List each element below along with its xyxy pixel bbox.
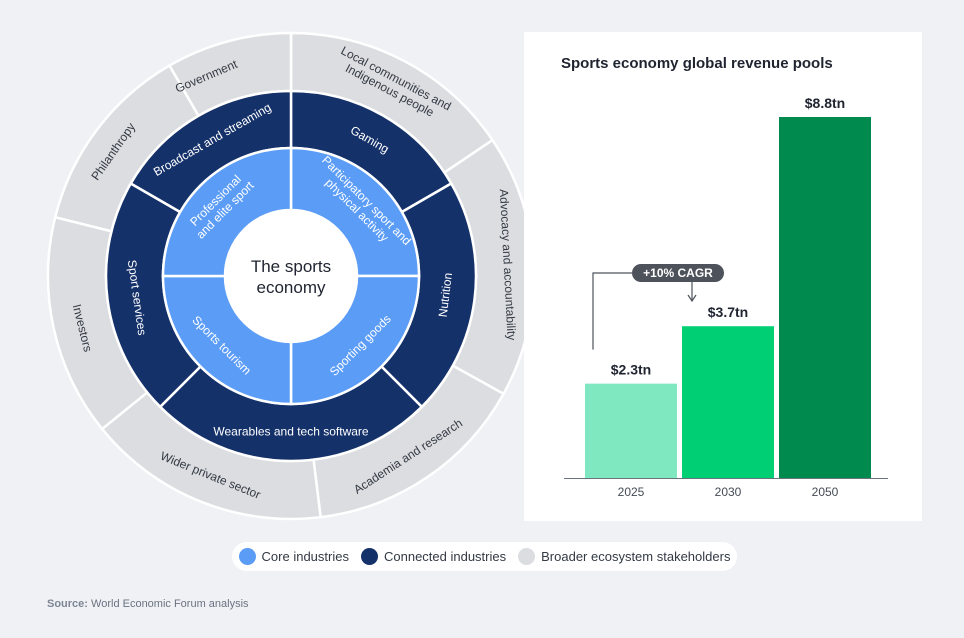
legend-swatch-connected xyxy=(360,548,378,565)
tick-label-2030: 2030 xyxy=(715,485,742,499)
core-segment-2 xyxy=(161,274,293,406)
cagr-badge xyxy=(632,264,724,282)
core-segment-0 xyxy=(289,146,421,278)
legend-item-broader: Broader ecosystem stakeholders xyxy=(518,548,730,565)
chart-title: Sports economy global revenue pools xyxy=(561,55,833,72)
data-label-2030: $3.7tn xyxy=(708,304,748,320)
bar-2050 xyxy=(779,117,871,478)
data-label-2050: $8.8tn xyxy=(805,95,845,111)
source-text: World Economic Forum analysis xyxy=(91,598,249,610)
legend-label-broader: Broader ecosystem stakeholders xyxy=(541,549,731,564)
cagr-arrow-icon xyxy=(687,294,697,303)
cagr-line-left xyxy=(592,272,632,350)
core-segment-3 xyxy=(161,146,293,278)
data-label-2025: $2.3tn xyxy=(611,362,651,378)
wheel-center xyxy=(226,211,356,341)
connected-label-1: Nutrition xyxy=(436,272,455,318)
legend-item-core: Core industries xyxy=(238,548,349,565)
core-segment-1 xyxy=(289,274,421,406)
legend-label-connected: Connected industries xyxy=(383,549,507,564)
tick-label-2025: 2025 xyxy=(618,485,645,499)
revenue-chart-panel: Sports economy global revenue pools $2.3t… xyxy=(524,32,922,521)
legend-item-connected: Connected industries xyxy=(360,548,507,565)
source-note: Source: World Economic Forum analysis xyxy=(47,598,249,610)
bar-2025 xyxy=(585,383,677,478)
sports-economy-wheel: Local communities andIndigenous peopleAd… xyxy=(46,31,524,521)
legend-swatch-broader xyxy=(518,548,536,565)
revenue-bar-chart: Sports economy global revenue pools $2.3t… xyxy=(561,55,888,499)
connected-label-2: Wearables and tech software xyxy=(213,425,369,439)
source-prefix: Source: xyxy=(47,598,88,610)
legend-swatch-core xyxy=(238,548,256,565)
legend-label-core: Core industries xyxy=(261,549,349,564)
cagr-label: +10% CAGR xyxy=(643,266,713,280)
legend: Core industries Connected industries Bro… xyxy=(232,542,737,571)
wheel-center-label: The sports economy xyxy=(251,257,331,297)
tick-label-2050: 2050 xyxy=(812,485,839,499)
bar-2030 xyxy=(682,326,774,478)
